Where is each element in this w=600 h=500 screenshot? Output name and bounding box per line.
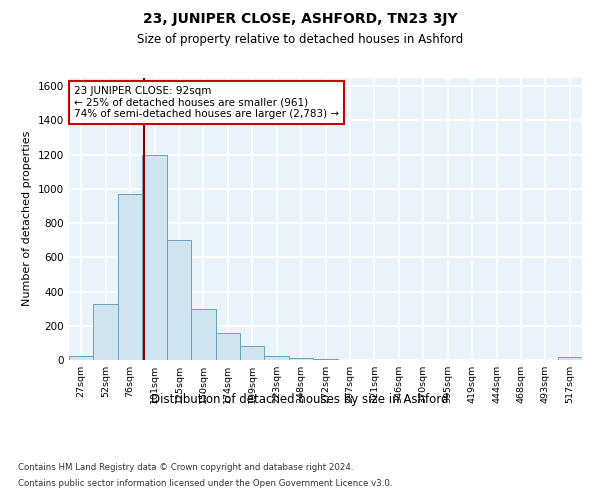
Bar (69, 356, 94, 360)
Y-axis label: Number of detached properties: Number of detached properties (22, 131, 32, 306)
Bar (313, 359, 338, 360)
Text: 23 JUNIPER CLOSE: 92sqm
← 25% of detached houses are smaller (961)
74% of semi-d: 23 JUNIPER CLOSE: 92sqm ← 25% of detache… (74, 86, 339, 119)
Text: Contains public sector information licensed under the Open Government Licence v3: Contains public sector information licen… (18, 479, 392, 488)
Text: Contains HM Land Registry data © Crown copyright and database right 2024.: Contains HM Land Registry data © Crown c… (18, 462, 353, 471)
Bar (118, 194, 142, 360)
Bar (191, 308, 215, 360)
Bar (289, 358, 313, 360)
Bar (215, 334, 240, 360)
Text: Size of property relative to detached houses in Ashford: Size of property relative to detached ho… (137, 32, 463, 46)
Bar (94, 304, 118, 360)
Bar (167, 240, 191, 360)
Bar (265, 356, 289, 360)
Bar (142, 154, 167, 360)
Text: Distribution of detached houses by size in Ashford: Distribution of detached houses by size … (151, 392, 449, 406)
Bar (557, 356, 582, 360)
Bar (240, 346, 265, 360)
Text: 23, JUNIPER CLOSE, ASHFORD, TN23 3JY: 23, JUNIPER CLOSE, ASHFORD, TN23 3JY (143, 12, 457, 26)
